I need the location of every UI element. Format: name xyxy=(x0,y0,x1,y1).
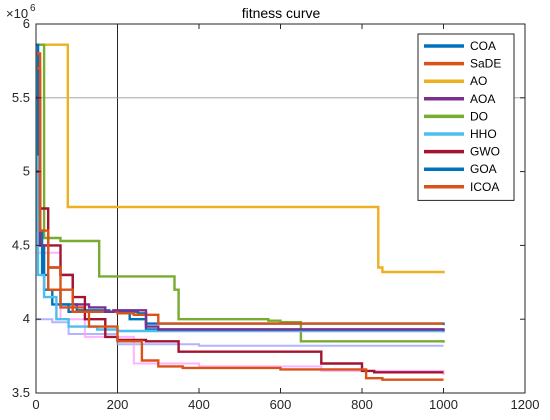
y-exponent-base: ×10 xyxy=(6,6,28,21)
y-tick-label: 5 xyxy=(23,164,30,179)
y-tick-label: 4 xyxy=(23,311,30,326)
legend-item: GOA xyxy=(424,162,497,176)
y-tick-label: 5.5 xyxy=(12,90,30,105)
legend-item: ICOA xyxy=(424,180,499,194)
y-exponent-power: 6 xyxy=(30,3,36,14)
y-tick-label: 4.5 xyxy=(12,237,30,252)
x-tick-label: 600 xyxy=(270,397,292,412)
y-exponent-label: ×10 6 xyxy=(6,3,36,21)
x-axis: 0 200 400 600 800 1000 1200 xyxy=(32,24,539,412)
series-line-icoa xyxy=(36,67,444,381)
x-tick-label: 1000 xyxy=(429,397,458,412)
y-tick-label: 3.5 xyxy=(12,385,30,400)
x-tick-label: 1200 xyxy=(511,397,540,412)
legend-item: AO xyxy=(424,74,487,88)
series-line-extra-1 xyxy=(36,318,444,347)
legend-item: COA xyxy=(424,39,496,53)
legend-label: SaDE xyxy=(470,57,501,71)
x-tick-label: 200 xyxy=(107,397,129,412)
chart-title: fitness curve xyxy=(242,5,321,21)
legend-label: GWO xyxy=(470,145,500,159)
legend-item: HHO xyxy=(424,127,497,141)
series-line-ao xyxy=(36,43,445,274)
series-layer xyxy=(36,43,445,381)
legend: COA SaDE AO AOA DO HHO GWO GOA ICOA xyxy=(417,33,515,201)
legend-label: COA xyxy=(470,39,496,53)
x-tick-label: 800 xyxy=(351,397,373,412)
y-axis: 3.5 4 4.5 5 5.5 6 xyxy=(12,16,525,400)
legend-item: DO xyxy=(424,109,488,123)
legend-label: ICOA xyxy=(470,180,499,194)
series-line-do xyxy=(36,43,445,343)
legend-label: HHO xyxy=(470,127,497,141)
legend-label: AO xyxy=(470,74,487,88)
legend-label: GOA xyxy=(470,162,497,176)
x-tick-label: 0 xyxy=(32,397,39,412)
y-tick-label: 6 xyxy=(23,16,30,31)
legend-item: AOA xyxy=(424,92,495,106)
legend-item: GWO xyxy=(424,145,500,159)
x-tick-label: 400 xyxy=(188,397,210,412)
legend-label: DO xyxy=(470,109,488,123)
legend-label: AOA xyxy=(470,92,495,106)
legend-item: SaDE xyxy=(424,57,501,71)
